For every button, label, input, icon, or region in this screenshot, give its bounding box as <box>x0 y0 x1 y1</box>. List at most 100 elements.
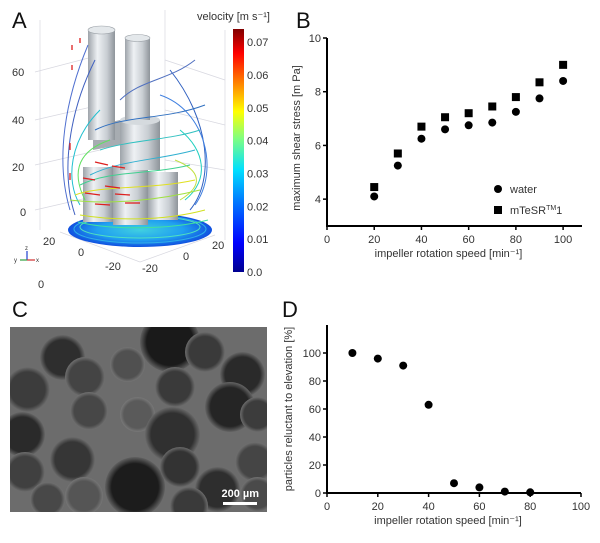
z-tick-40: 40 <box>12 115 24 127</box>
y-tick-label: 10 <box>309 33 321 45</box>
bottom-tick-0: 0 <box>38 279 44 290</box>
cell-aggregate <box>110 347 145 382</box>
colorbar-title: velocity [m s⁻¹] <box>197 11 270 23</box>
y-tick-label: 6 <box>315 140 321 152</box>
data-point-square <box>370 183 379 192</box>
data-point-circle <box>559 76 568 85</box>
x-tick-label: 80 <box>510 234 522 246</box>
floor-tick-right-0: 0 <box>183 251 189 263</box>
velocity-arrows <box>69 38 140 206</box>
cylinder-right <box>125 38 150 120</box>
data-point-square <box>393 149 402 158</box>
y-tick-label: 20 <box>309 460 321 472</box>
floor-tick-left-0: 0 <box>78 247 84 259</box>
y-tick-label: 8 <box>315 87 321 99</box>
x-axis-label: impeller rotation speed [min⁻¹] <box>374 515 522 527</box>
legend-marker-water <box>494 185 502 193</box>
micrograph-aggregates: 200 µm <box>10 327 267 512</box>
colorbar-tick-label: 0.07 <box>247 37 268 49</box>
data-point-circle <box>511 107 520 116</box>
cell-aggregate <box>50 437 95 482</box>
cylinder-left <box>88 30 115 140</box>
data-point-square <box>488 102 497 111</box>
scale-bar-label: 200 µm <box>221 488 259 500</box>
cell-aggregate <box>10 412 45 457</box>
data-point-circle <box>500 487 509 496</box>
data-point-square <box>535 78 544 87</box>
data-point-square <box>511 93 520 102</box>
colorbar <box>233 29 244 272</box>
shaft-housing <box>120 120 160 170</box>
data-point-square <box>559 60 568 69</box>
y-tick-label: 4 <box>315 194 321 206</box>
x-axis-label: impeller rotation speed [min⁻¹] <box>375 248 523 260</box>
y-tick-label: 100 <box>303 348 321 360</box>
x-tick-label: 0 <box>324 234 330 246</box>
floor-tick-left-20: 20 <box>43 236 55 248</box>
data-point-circle <box>373 354 382 363</box>
colorbar-tick-label: 0.01 <box>247 234 268 246</box>
x-tick-label: 100 <box>572 501 590 513</box>
legend-label-mtesr: mTeSRTM1 <box>510 205 562 217</box>
colorbar-tick-label: 0.06 <box>247 70 268 82</box>
y-axis-label: maximum shear stress [m Pa] <box>291 65 303 210</box>
cell-aggregate <box>185 332 225 372</box>
x-tick-label: 100 <box>554 234 572 246</box>
floor-tick-left-minus20: -20 <box>105 261 121 273</box>
panel-letter-b: B <box>296 8 311 33</box>
y-tick-label: 60 <box>309 404 321 416</box>
x-tick-label: 80 <box>524 501 536 513</box>
cell-aggregate <box>240 477 267 512</box>
cell-aggregate <box>10 367 50 412</box>
data-point-circle <box>417 134 426 143</box>
x-tick-label: 20 <box>372 501 384 513</box>
data-point-circle <box>370 192 379 201</box>
z-tick-60: 60 <box>12 67 24 79</box>
data-point-square <box>464 109 473 118</box>
y-tick-label: 0 <box>315 488 321 500</box>
panel-letter-d: D <box>282 297 298 322</box>
colorbar-tick-label: 0.0 <box>247 267 262 279</box>
svg-text:x: x <box>36 258 39 264</box>
panel-a-cfd-render: 60 40 20 0 20 0 -20 20 0 -20 0 z y x vel… <box>12 10 270 290</box>
chart-d-particles-elevation: 0 20 40 60 80 100 0 20 40 60 80 100 impeller rotatio… <box>283 325 590 527</box>
x-tick-label: 40 <box>422 501 434 513</box>
panel-letter-c: C <box>12 297 28 322</box>
cell-aggregate <box>235 442 267 482</box>
data-point-circle <box>488 118 497 127</box>
data-point-circle <box>450 479 458 488</box>
colorbar-tick-labels: 0.07 0.06 0.05 0.04 0.03 0.02 0.01 0.0 <box>247 37 268 279</box>
cell-aggregate <box>155 367 195 407</box>
cell-aggregate <box>170 487 208 512</box>
cell-aggregate <box>160 447 200 487</box>
impeller-blade-center <box>113 167 148 225</box>
data-point-circle <box>441 125 450 134</box>
data-point-square <box>441 113 450 122</box>
data-point-circle <box>393 161 402 170</box>
data-point-square <box>417 122 426 131</box>
data-point-circle <box>535 94 544 103</box>
cell-aggregate <box>70 392 108 430</box>
x-tick-label: 60 <box>473 501 485 513</box>
cell-aggregate <box>65 357 105 397</box>
axes-triad-icon: z y x <box>14 246 39 264</box>
cell-aggregate <box>240 397 267 432</box>
svg-text:y: y <box>14 258 17 264</box>
y-axis-label: particles reluctant to elevation [%] <box>283 327 295 491</box>
z-tick-20: 20 <box>12 162 24 174</box>
data-point-circle <box>399 361 408 370</box>
legend-label-water: water <box>509 184 537 196</box>
x-tick-label: 0 <box>324 501 330 513</box>
colorbar-tick-label: 0.04 <box>247 136 268 148</box>
panel-letter-a: A <box>12 8 27 33</box>
data-point-circle <box>526 488 535 497</box>
floor-tick-right-minus20: -20 <box>142 263 158 275</box>
x-tick-label: 40 <box>415 234 427 246</box>
z-tick-0: 0 <box>20 207 26 219</box>
scale-bar <box>223 502 257 505</box>
x-tick-label: 20 <box>368 234 380 246</box>
legend-marker-mtesr <box>494 206 502 214</box>
streamlines <box>62 44 209 229</box>
data-point-circle <box>424 400 433 409</box>
